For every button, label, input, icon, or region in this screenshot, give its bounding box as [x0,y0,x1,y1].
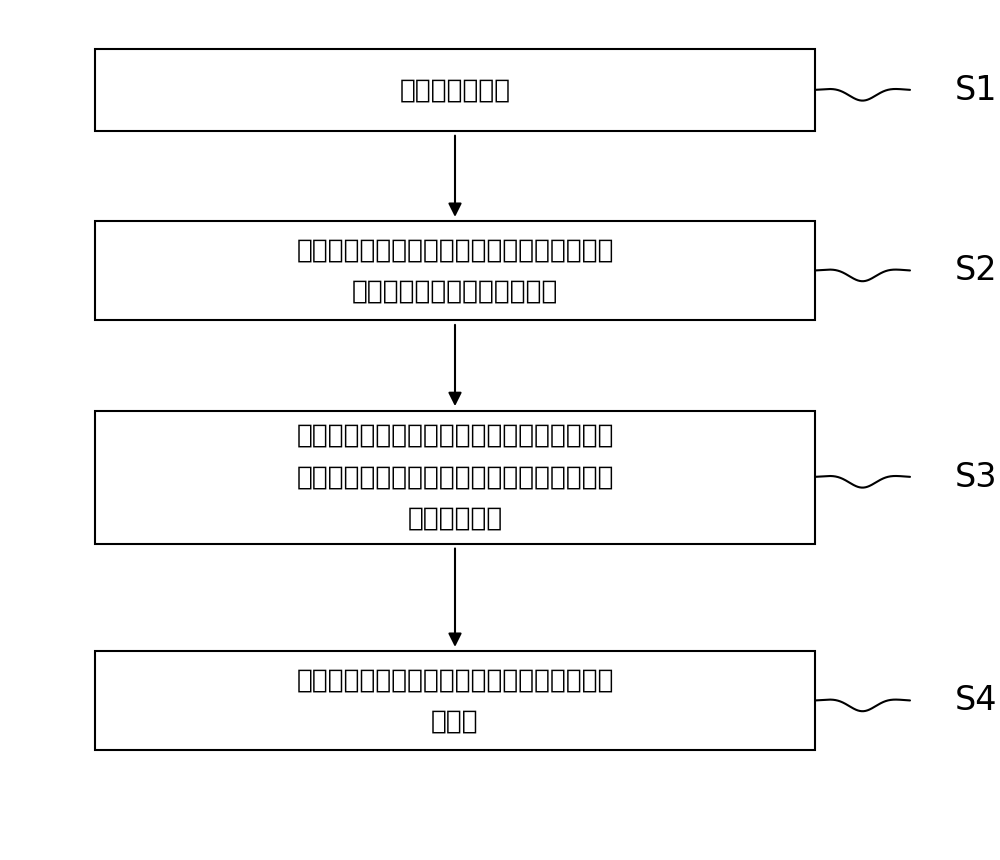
Bar [95,221,815,320]
Text: 基于所述装配线信息和预设的约束条件，构建: 基于所述装配线信息和预设的约束条件，构建 [296,237,614,263]
Bar [95,411,815,544]
Text: 应用预先构建的模拟退火算法和遗传算法的组: 应用预先构建的模拟退火算法和遗传算法的组 [296,423,614,449]
Text: S4: S4 [955,685,998,717]
Text: 基于所述最小化节拍，确定所述装配线的机器: 基于所述最小化节拍，确定所述装配线的机器 [296,667,614,693]
Bar [95,50,815,131]
Text: 的最小化节拍: 的最小化节拍 [407,506,503,531]
Text: S2: S2 [955,255,998,287]
Bar [95,652,815,750]
Text: 最小化装配线节拍的数学模型: 最小化装配线节拍的数学模型 [352,279,558,304]
Text: 合算法对所述数学模型求解，得到所述装配线: 合算法对所述数学模型求解，得到所述装配线 [296,464,614,490]
Text: S1: S1 [955,74,998,107]
Text: 人分配: 人分配 [431,709,479,734]
Text: S3: S3 [955,461,998,494]
Text: 获取装配线信息: 获取装配线信息 [399,77,511,103]
